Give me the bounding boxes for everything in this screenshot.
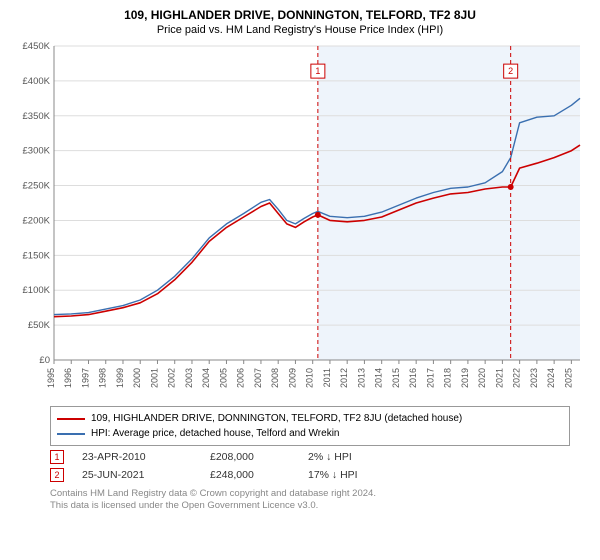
marker-date: 25-JUN-2021 — [82, 469, 192, 481]
marker-table: 1 23-APR-2010 £208,000 2% ↓ HPI 2 25-JUN-2021… — [50, 450, 580, 482]
chart-subtitle: Price paid vs. HM Land Registry's House … — [10, 24, 590, 36]
footnote: Contains HM Land Registry data © Crown c… — [50, 488, 580, 513]
svg-text:2014: 2014 — [374, 368, 384, 388]
svg-text:2025: 2025 — [563, 368, 573, 388]
svg-text:2022: 2022 — [512, 368, 522, 388]
svg-text:2017: 2017 — [425, 368, 435, 388]
svg-text:2024: 2024 — [546, 368, 556, 388]
footnote-line: This data is licensed under the Open Gov… — [50, 500, 580, 512]
svg-text:2015: 2015 — [391, 368, 401, 388]
svg-text:2003: 2003 — [184, 368, 194, 388]
marker-row: 1 23-APR-2010 £208,000 2% ↓ HPI — [50, 450, 580, 464]
svg-text:2013: 2013 — [356, 368, 366, 388]
svg-text:2016: 2016 — [408, 368, 418, 388]
svg-text:£0: £0 — [39, 355, 50, 366]
svg-text:2005: 2005 — [218, 368, 228, 388]
marker-badge: 2 — [50, 468, 64, 482]
svg-text:2002: 2002 — [167, 368, 177, 388]
svg-text:£100K: £100K — [23, 285, 51, 296]
svg-text:2007: 2007 — [253, 368, 263, 388]
svg-text:2020: 2020 — [477, 368, 487, 388]
svg-text:1995: 1995 — [46, 368, 56, 388]
svg-text:2010: 2010 — [305, 368, 315, 388]
marker-diff: 2% ↓ HPI — [308, 451, 418, 463]
marker-price: £248,000 — [210, 469, 290, 481]
svg-text:2011: 2011 — [322, 368, 332, 387]
svg-text:£400K: £400K — [23, 76, 51, 87]
legend-row: 109, HIGHLANDER DRIVE, DONNINGTON, TELFO… — [57, 411, 563, 426]
svg-text:1: 1 — [315, 66, 320, 76]
svg-text:1999: 1999 — [115, 368, 125, 388]
legend-swatch — [57, 418, 85, 420]
svg-text:2021: 2021 — [494, 368, 504, 388]
svg-text:£200K: £200K — [23, 215, 51, 226]
marker-badge: 1 — [50, 450, 64, 464]
svg-text:£450K: £450K — [23, 41, 51, 52]
marker-price: £208,000 — [210, 451, 290, 463]
legend-row: HPI: Average price, detached house, Telf… — [57, 426, 563, 441]
svg-text:2009: 2009 — [287, 368, 297, 388]
svg-text:1997: 1997 — [80, 368, 90, 388]
svg-text:2018: 2018 — [443, 368, 453, 388]
svg-text:£150K: £150K — [23, 250, 51, 261]
chart-title: 109, HIGHLANDER DRIVE, DONNINGTON, TELFO… — [10, 8, 590, 22]
legend-label: HPI: Average price, detached house, Telf… — [91, 426, 340, 441]
svg-text:£50K: £50K — [28, 320, 51, 331]
svg-text:2000: 2000 — [132, 368, 142, 388]
svg-text:2004: 2004 — [201, 368, 211, 388]
svg-text:2: 2 — [508, 66, 513, 76]
svg-text:£300K: £300K — [23, 146, 51, 157]
footnote-line: Contains HM Land Registry data © Crown c… — [50, 488, 580, 500]
svg-text:2001: 2001 — [149, 368, 159, 388]
marker-date: 23-APR-2010 — [82, 451, 192, 463]
svg-text:2008: 2008 — [270, 368, 280, 388]
line-chart: £0 £50K £100K £150K £200K £250K £300K £350K £400… — [10, 40, 590, 400]
marker-row: 2 25-JUN-2021 £248,000 17% ↓ HPI — [50, 468, 580, 482]
svg-text:2012: 2012 — [339, 368, 349, 388]
svg-text:1998: 1998 — [98, 368, 108, 388]
svg-text:£250K: £250K — [23, 181, 51, 192]
svg-text:1996: 1996 — [63, 368, 73, 388]
legend-swatch — [57, 433, 85, 435]
legend-label: 109, HIGHLANDER DRIVE, DONNINGTON, TELFO… — [91, 411, 462, 426]
svg-text:2023: 2023 — [529, 368, 539, 388]
svg-text:£350K: £350K — [23, 111, 51, 122]
svg-text:2006: 2006 — [236, 368, 246, 388]
marker-diff: 17% ↓ HPI — [308, 469, 418, 481]
legend: 109, HIGHLANDER DRIVE, DONNINGTON, TELFO… — [50, 406, 570, 446]
svg-text:2019: 2019 — [460, 368, 470, 388]
